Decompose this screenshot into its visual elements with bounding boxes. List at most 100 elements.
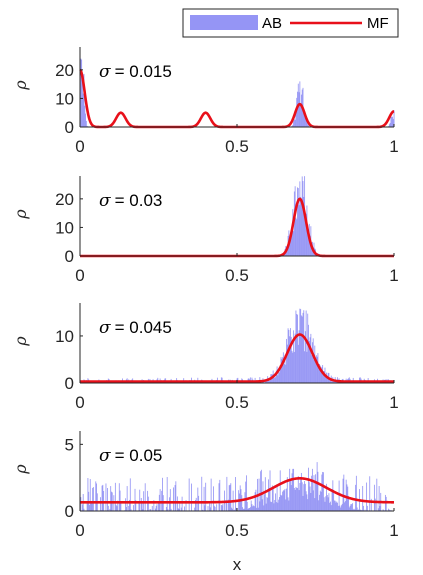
histogram-bar — [376, 478, 378, 511]
histogram-bar — [159, 489, 161, 511]
histogram-bar — [229, 484, 231, 511]
histogram-bar — [290, 336, 292, 383]
histogram-bar — [156, 504, 158, 511]
histogram-bar — [295, 217, 297, 256]
histogram-bar — [271, 502, 273, 511]
histogram-bar — [273, 376, 275, 383]
histogram-bar — [379, 505, 381, 511]
histogram-bar — [291, 125, 293, 127]
histogram-bar — [107, 488, 108, 511]
histogram-bar — [301, 482, 303, 511]
histogram-bar — [169, 489, 171, 511]
histogram-bar — [331, 381, 333, 383]
histogram-bar — [328, 493, 330, 511]
histogram-bar — [246, 475, 247, 511]
histogram-bar — [309, 236, 311, 256]
sigma-symbol: σ — [99, 446, 111, 466]
histogram-bar — [195, 499, 196, 511]
histogram-bar — [134, 488, 136, 511]
histogram-bar — [392, 116, 393, 127]
histogram-bar — [292, 209, 294, 256]
histogram-bar — [241, 495, 243, 511]
histogram-bar — [195, 497, 197, 511]
histogram-bar — [204, 505, 206, 511]
histogram-bar — [281, 495, 283, 511]
histogram-bar — [315, 474, 317, 511]
histogram-bar — [329, 377, 331, 383]
histogram-bar — [135, 500, 137, 511]
histogram-bar — [304, 115, 306, 127]
histogram-bar — [311, 468, 313, 511]
histogram-bar — [341, 505, 342, 511]
histogram-bar — [348, 507, 350, 511]
histogram-bar — [274, 499, 276, 511]
histogram-bar — [310, 492, 312, 511]
histogram-bar — [286, 338, 287, 383]
histogram-bar — [174, 485, 176, 511]
histogram-bar — [84, 105, 86, 127]
histogram-bar — [300, 477, 302, 511]
histogram-bar — [307, 313, 309, 383]
histogram-bar — [300, 94, 302, 127]
histogram-bar — [364, 509, 366, 511]
sigma-annotation: σ = 0.05 — [99, 446, 162, 466]
histogram-bar — [299, 181, 301, 256]
histogram-bar — [115, 504, 117, 511]
histogram-bar — [366, 482, 368, 511]
histogram-bar — [275, 370, 277, 383]
histogram-bar — [197, 487, 199, 511]
histogram-bar — [294, 333, 296, 383]
histogram-bar — [254, 492, 256, 511]
histogram-bar — [300, 472, 302, 511]
histogram-bar — [273, 503, 275, 511]
histogram-bar — [356, 507, 358, 511]
histogram-bar — [285, 364, 287, 383]
histogram-bar — [307, 499, 309, 511]
sigma-symbol: σ — [99, 62, 111, 82]
histogram-bar — [282, 491, 284, 511]
histogram-bar — [238, 493, 240, 511]
histogram-bar — [304, 351, 306, 383]
histogram-bar — [249, 507, 251, 511]
histogram-bar — [355, 484, 357, 511]
histogram-bar — [353, 508, 355, 511]
histogram-bar — [251, 504, 253, 511]
histogram-bar — [92, 487, 94, 511]
histogram-bar — [308, 228, 309, 256]
histogram-bar — [225, 500, 227, 511]
histogram-bar — [311, 475, 313, 511]
histogram-ab — [274, 176, 327, 256]
histogram-bar — [290, 238, 292, 256]
histogram-bar — [359, 377, 361, 383]
histogram-bar — [320, 491, 322, 511]
sigma-value: = 0.015 — [115, 62, 172, 81]
histogram-bar — [130, 509, 132, 511]
histogram-bar — [321, 474, 323, 511]
histogram-bar — [202, 509, 203, 511]
histogram-bar — [213, 505, 215, 511]
histogram-bar — [350, 504, 352, 511]
x-tick-label: 0.5 — [225, 137, 249, 156]
histogram-bar — [83, 508, 85, 511]
histogram-bar — [100, 497, 101, 511]
histogram-bar — [242, 507, 243, 511]
histogram-bar — [278, 368, 280, 383]
histogram-bar — [91, 502, 93, 511]
histogram-bar — [318, 366, 320, 383]
histogram-bar — [297, 188, 299, 256]
histogram-bar — [319, 490, 321, 511]
histogram-bar — [126, 486, 128, 511]
histogram-bar — [297, 187, 298, 256]
histogram-bar — [281, 359, 283, 383]
histogram-bar — [80, 497, 82, 511]
histogram-bar — [140, 497, 142, 511]
histogram-bar — [261, 499, 263, 511]
histogram-bar — [207, 506, 209, 511]
histogram-bar — [170, 508, 172, 511]
histogram-bar — [248, 508, 250, 511]
histogram-bar — [385, 496, 387, 511]
histogram-bar — [220, 377, 222, 383]
histogram-bar — [275, 377, 276, 383]
histogram-bar — [277, 375, 279, 383]
histogram-bar — [114, 482, 116, 511]
